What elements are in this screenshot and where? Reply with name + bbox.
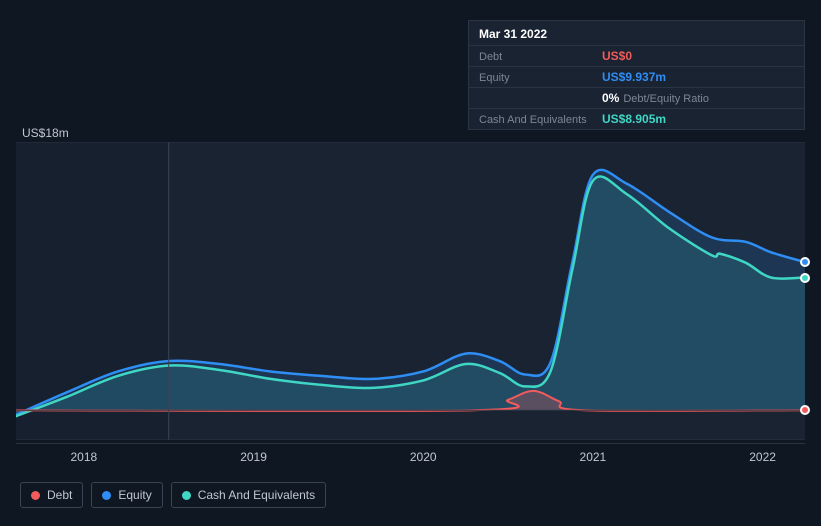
cash-color-icon [182,491,191,500]
tooltip-row-sub: Debt/Equity Ratio [623,93,709,105]
legend-label: Equity [118,488,151,502]
tooltip-row: EquityUS$9.937m [469,66,804,87]
end-marker-equity [800,257,810,267]
x-axis-label: 2022 [749,450,776,464]
tooltip-row: 0% Debt/Equity Ratio [469,87,804,108]
chart-legend: Debt Equity Cash And Equivalents [20,482,326,508]
end-marker-debt [800,405,810,415]
tooltip-row-label: Cash And Equivalents [479,114,602,126]
legend-item-cash[interactable]: Cash And Equivalents [171,482,326,508]
tooltip-row-label: Equity [479,72,602,84]
tooltip-date: Mar 31 2022 [469,21,804,45]
legend-item-debt[interactable]: Debt [20,482,83,508]
tooltip-row-value: US$9.937m [602,70,666,84]
tooltip-row-value: US$0 [602,49,632,63]
tooltip-row-label: Debt [479,51,602,63]
end-marker-cash [800,273,810,283]
debt-color-icon [31,491,40,500]
y-axis-label: US$18m [22,126,69,140]
tooltip-row-value: 0% [602,91,619,105]
tooltip-row-value: US$8.905m [602,112,666,126]
legend-label: Cash And Equivalents [198,488,315,502]
debt-equity-chart: Mar 31 2022 DebtUS$0EquityUS$9.937m0%Deb… [0,0,821,526]
equity-color-icon [102,491,111,500]
legend-item-equity[interactable]: Equity [91,482,162,508]
tooltip-row: Cash And EquivalentsUS$8.905m [469,108,804,129]
chart-tooltip: Mar 31 2022 DebtUS$0EquityUS$9.937m0%Deb… [468,20,805,130]
x-axis-label: 2019 [240,450,267,464]
legend-label: Debt [47,488,72,502]
x-axis-label: 2021 [580,450,607,464]
x-axis-label: 2018 [71,450,98,464]
chart-plot-area[interactable] [16,142,805,440]
x-axis-label: 2020 [410,450,437,464]
tooltip-row: DebtUS$0 [469,45,804,66]
